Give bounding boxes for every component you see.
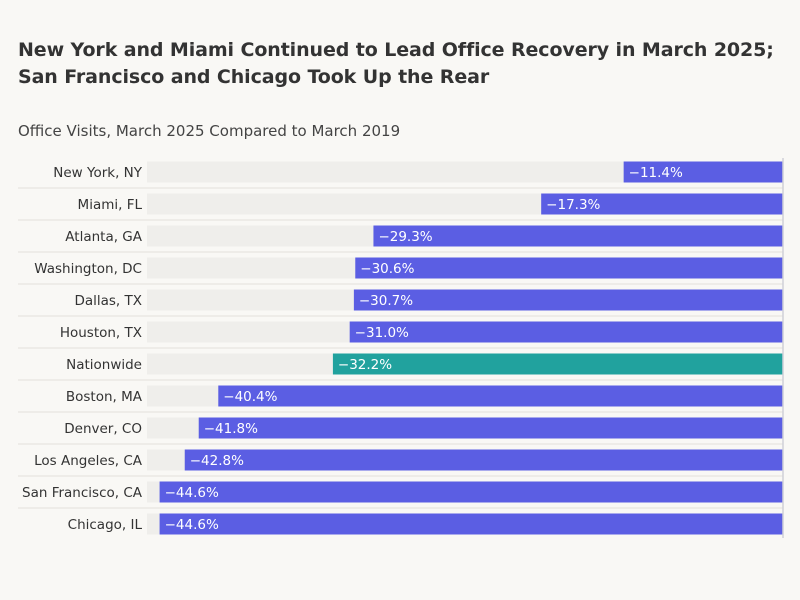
- value-label: −44.6%: [165, 517, 219, 533]
- bar: [159, 481, 784, 503]
- value-label: −30.7%: [359, 293, 413, 309]
- chart-title: New York and Miami Continued to Lead Off…: [18, 39, 774, 88]
- bar: [541, 193, 783, 215]
- bar: [198, 417, 783, 439]
- chart-subtitle: Office Visits, March 2025 Compared to Ma…: [18, 122, 401, 140]
- category-label: San Francisco, CA: [22, 485, 143, 501]
- value-label: −44.6%: [165, 485, 219, 501]
- category-label: Houston, TX: [60, 325, 142, 341]
- bar: [349, 321, 783, 343]
- category-label: Atlanta, GA: [65, 229, 142, 245]
- bar: [184, 449, 783, 471]
- value-label: −40.4%: [223, 389, 277, 405]
- bar-highlight: [332, 353, 783, 375]
- value-label: −11.4%: [629, 165, 683, 181]
- value-label: −32.2%: [338, 357, 392, 373]
- bar: [623, 161, 783, 183]
- category-label: Miami, FL: [78, 197, 143, 213]
- value-label: −42.8%: [190, 453, 244, 469]
- bar: [355, 257, 783, 279]
- bar: [218, 385, 784, 407]
- value-label: −29.3%: [378, 229, 432, 245]
- category-label: Denver, CO: [64, 421, 142, 437]
- category-label: Los Angeles, CA: [34, 453, 143, 469]
- category-label: Boston, MA: [66, 389, 143, 405]
- category-label: Dallas, TX: [74, 293, 142, 309]
- bar: [159, 513, 784, 535]
- category-label: Nationwide: [66, 357, 142, 373]
- category-label: Washington, DC: [34, 261, 142, 277]
- bar: [373, 225, 783, 247]
- value-label: −30.6%: [360, 261, 414, 277]
- category-label: New York, NY: [53, 165, 142, 181]
- value-label: −41.8%: [204, 421, 258, 437]
- category-label: Chicago, IL: [68, 517, 143, 533]
- value-label: −17.3%: [546, 197, 600, 213]
- value-label: −31.0%: [355, 325, 409, 341]
- bar: [353, 289, 783, 311]
